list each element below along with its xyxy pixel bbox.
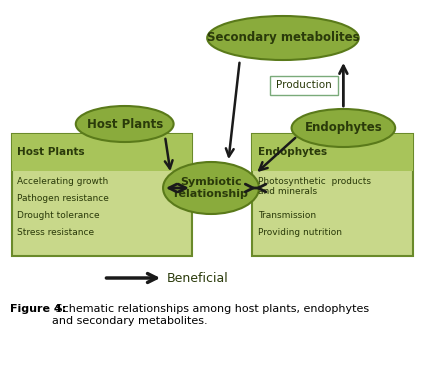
Text: Secondary metabolites: Secondary metabolites [207,31,359,45]
FancyBboxPatch shape [271,76,337,95]
Text: Pathogen resistance: Pathogen resistance [17,194,109,203]
Text: Providing nutrition: Providing nutrition [258,228,342,236]
Text: Host Plants: Host Plants [17,147,85,157]
Text: Photosynthetic  products
and minerals: Photosynthetic products and minerals [258,177,371,196]
FancyBboxPatch shape [11,134,192,256]
Text: Accelerating growth: Accelerating growth [17,177,109,186]
FancyBboxPatch shape [252,134,414,256]
Ellipse shape [163,162,259,214]
FancyBboxPatch shape [11,134,192,171]
Text: Drought tolerance: Drought tolerance [17,210,100,220]
Text: Endophytes: Endophytes [304,122,382,134]
Ellipse shape [76,106,174,142]
Text: Transmission: Transmission [258,210,316,220]
Text: Stress resistance: Stress resistance [17,228,95,236]
Text: Symbiotic
relationship: Symbiotic relationship [173,177,249,199]
Text: Endophytes: Endophytes [258,147,327,157]
Text: Host Plants: Host Plants [87,117,163,131]
Text: Production: Production [276,81,332,90]
Text: Beneficial: Beneficial [167,272,229,284]
Ellipse shape [292,109,395,147]
Text: Figure 4:: Figure 4: [10,304,66,314]
Text: Schematic relationships among host plants, endophytes
and secondary metabolites.: Schematic relationships among host plant… [52,304,369,326]
Ellipse shape [207,16,359,60]
FancyBboxPatch shape [252,134,414,171]
